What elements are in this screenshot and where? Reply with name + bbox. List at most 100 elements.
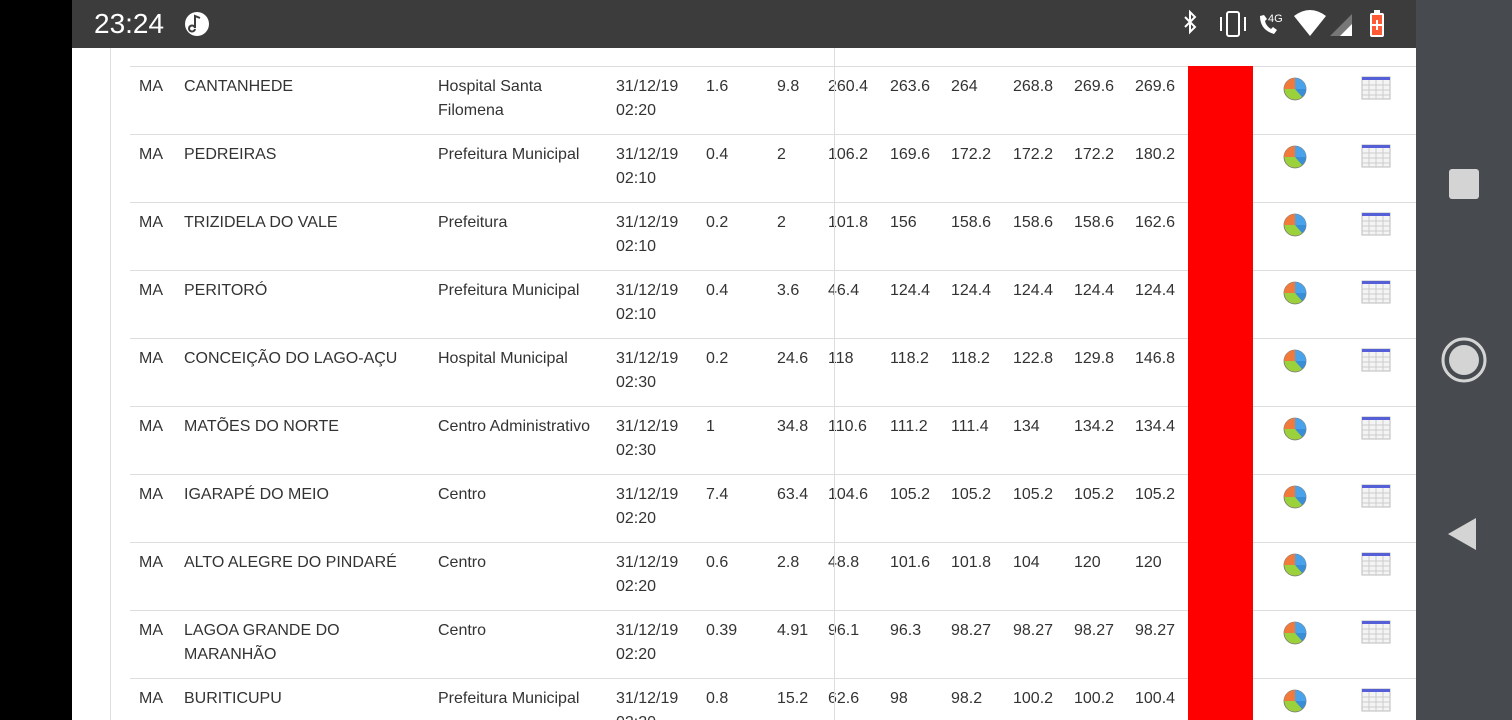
- nav-icons: [1441, 169, 1487, 550]
- value-cell: 105.2: [1074, 486, 1115, 503]
- date-cell: 31/12/19 02:10: [616, 146, 679, 187]
- value-cell: 0.39: [706, 622, 738, 639]
- calendar-icon[interactable]: [1361, 484, 1391, 508]
- value-cell: 24.6: [777, 350, 809, 367]
- status-cell: [1188, 202, 1253, 270]
- chart-icon[interactable]: [1283, 213, 1307, 237]
- network-type: 4G: [1268, 13, 1283, 25]
- city-cell: PERITORÓ: [184, 282, 268, 299]
- row-icons: [1283, 144, 1391, 169]
- location-cell: Hospital Municipal: [438, 350, 568, 367]
- chart-icon[interactable]: [1283, 145, 1307, 169]
- value-cell: 105.2: [1013, 486, 1054, 503]
- status-cell: [1188, 338, 1253, 406]
- city-cell: BURITICUPU: [184, 690, 282, 707]
- value-cell: 34.8: [777, 418, 809, 435]
- chart-icon[interactable]: [1283, 485, 1307, 509]
- chart-icon[interactable]: [1283, 349, 1307, 373]
- value-cell: 118: [828, 350, 854, 367]
- value-cell: 100.4: [1135, 690, 1176, 707]
- status-cell: [1188, 542, 1253, 610]
- city-cell: CANTANHEDE: [184, 78, 294, 95]
- status-cell: [1188, 66, 1253, 134]
- status-bar: 23:24 4G: [72, 0, 1416, 48]
- chart-icon[interactable]: [1283, 689, 1307, 713]
- home-ring[interactable]: [1441, 337, 1487, 383]
- home-button[interactable]: [1449, 345, 1479, 375]
- calendar-icon[interactable]: [1361, 280, 1391, 304]
- row-line: [130, 678, 1416, 679]
- value-cell: 129.8: [1074, 350, 1115, 367]
- row-icons: [1283, 688, 1391, 713]
- value-cell: 2: [777, 146, 786, 163]
- calendar-icon[interactable]: [1361, 552, 1391, 576]
- calendar-icon[interactable]: [1361, 416, 1391, 440]
- calendar-icon[interactable]: [1361, 76, 1391, 100]
- chart-icon[interactable]: [1283, 281, 1307, 305]
- value-cell: 172.2: [1074, 146, 1115, 163]
- date-cell: 31/12/19 02:10: [616, 282, 679, 323]
- value-cell: 263.6: [890, 78, 931, 95]
- calendar-icon[interactable]: [1361, 688, 1391, 712]
- status-cell: [1188, 406, 1253, 474]
- signal-level: [1340, 24, 1352, 36]
- value-cell: 124.4: [890, 282, 931, 299]
- location-cell: Prefeitura Municipal: [438, 282, 580, 299]
- row-icons: [1283, 552, 1391, 577]
- chart-icon[interactable]: [1283, 417, 1307, 441]
- calendar-icon[interactable]: [1361, 348, 1391, 372]
- value-cell: 268.8: [1013, 78, 1054, 95]
- location-cell: Hospital Santa Filomena: [438, 78, 543, 119]
- value-cell: 100.2: [1074, 690, 1115, 707]
- chart-icon[interactable]: [1283, 553, 1307, 577]
- value-cell: 62.6: [828, 690, 860, 707]
- city-cell: PEDREIRAS: [184, 146, 277, 163]
- value-cell: 1: [706, 418, 715, 435]
- music-note: [188, 14, 201, 33]
- value-cell: 158.6: [1074, 214, 1115, 231]
- calendar-icon[interactable]: [1361, 212, 1391, 236]
- date-cell: 31/12/19 02:10: [616, 214, 679, 255]
- value-cell: 172.2: [951, 146, 992, 163]
- value-cell: 46.4: [828, 282, 860, 299]
- recents-button[interactable]: [1449, 169, 1479, 199]
- clock: 23:24: [94, 8, 165, 39]
- value-cell: 124.4: [1013, 282, 1054, 299]
- location-cell: Centro: [438, 554, 487, 571]
- value-cell: 158.6: [1013, 214, 1054, 231]
- value-cell: 0.2: [706, 350, 729, 367]
- city-cell: IGARAPÉ DO MEIO: [184, 486, 329, 503]
- location-cell: Prefeitura: [438, 214, 508, 231]
- state-cell: MA: [139, 690, 163, 707]
- value-cell: 4.91: [777, 622, 809, 639]
- state-cell: MA: [139, 486, 163, 503]
- row-line: [130, 406, 1416, 407]
- value-cell: 120: [1074, 554, 1101, 571]
- value-cell: 134: [1013, 418, 1040, 435]
- battery-tip: [1374, 10, 1380, 13]
- calendar-icon[interactable]: [1361, 144, 1391, 168]
- value-cell: 98.27: [951, 622, 992, 639]
- value-cell: 134.4: [1135, 418, 1176, 435]
- row-icons: [1283, 76, 1391, 101]
- city-cell: MATÕES DO NORTE: [184, 418, 339, 435]
- chart-icon[interactable]: [1283, 77, 1307, 101]
- calendar-icon[interactable]: [1361, 620, 1391, 644]
- state-cell: MA: [139, 78, 163, 95]
- value-cell: 101.8: [951, 554, 992, 571]
- value-cell: 2: [777, 214, 786, 231]
- back-button[interactable]: [1448, 518, 1476, 550]
- value-cell: 0.4: [706, 146, 729, 163]
- value-cell: 0.2: [706, 214, 729, 231]
- value-cell: 100.2: [1013, 690, 1054, 707]
- row-line: [130, 338, 1416, 339]
- location-cell: Prefeitura Municipal: [438, 146, 580, 163]
- call-icon: [1260, 15, 1277, 34]
- value-cell: 162.6: [1135, 214, 1176, 231]
- state-cell: MA: [139, 554, 163, 571]
- city-cell: ALTO ALEGRE DO PINDARÉ: [184, 554, 397, 571]
- city-cell: CONCEIÇÃO DO LAGO-AÇU: [184, 350, 398, 367]
- chart-icon[interactable]: [1283, 621, 1307, 645]
- value-cell: 3.6: [777, 282, 800, 299]
